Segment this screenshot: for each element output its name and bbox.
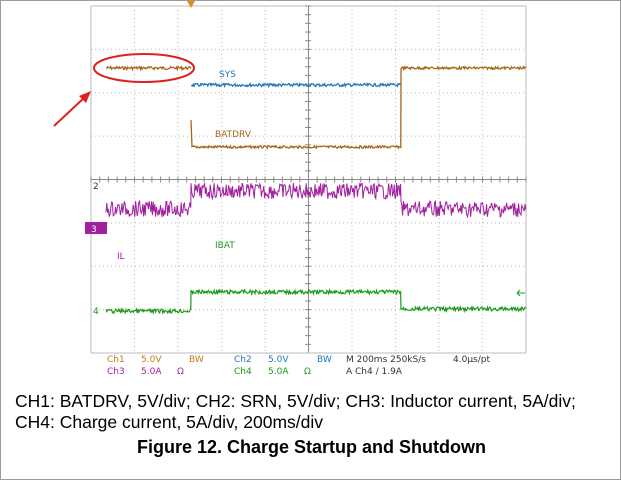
status-text: M 200ms 250kS/s <box>346 355 426 365</box>
status-text: Ω <box>304 367 311 377</box>
waveform <box>105 288 527 315</box>
waveform <box>105 182 527 219</box>
status-text: 5.0A <box>268 367 289 377</box>
status-text: 5.0V <box>141 355 162 365</box>
status-text: Ch3 <box>107 367 125 377</box>
waveforms <box>105 64 527 315</box>
waveform <box>190 64 527 150</box>
arrow <box>53 96 86 127</box>
trace-label: IL <box>117 252 125 262</box>
trigger-marker <box>187 1 195 8</box>
status-text: BW <box>189 355 204 365</box>
status-text: 5.0A <box>141 367 162 377</box>
channel-marker-box <box>85 222 107 234</box>
status-text: A Ch4 ∕ 1.9A <box>346 367 403 377</box>
grid <box>90 5 527 354</box>
waveform <box>190 81 401 89</box>
trace-label: SYS <box>219 70 236 80</box>
status-text: Ch2 <box>234 355 252 365</box>
caption: CH1: BATDRV, 5V/div; CH2: SRN, 5V/div; C… <box>15 391 576 432</box>
status-text: Ch1 <box>107 355 125 365</box>
trace-label: BATDRV <box>215 130 252 140</box>
figure-title: Figure 12. Charge Startup and Shutdown <box>136 437 487 457</box>
status-text: Ch4 <box>234 367 252 377</box>
channel-marker: 2 <box>93 182 99 192</box>
highlight-ellipse <box>93 53 195 83</box>
channel-marker: 4 <box>93 307 99 317</box>
status-text: BW <box>317 355 332 365</box>
channel-marker: 3 <box>91 225 97 235</box>
status-text: Ω <box>177 367 184 377</box>
status-bar: Ch1 5.0V BW Ch2 5.0V BW M 200ms 250kS/s 4.0µs/p… <box>107 355 490 377</box>
status-text: 5.0V <box>268 355 289 365</box>
status-text: 4.0µs/pt <box>453 355 490 365</box>
scope-screen: SYS BATDRV IBAT IL 2 3 4 Ch1 5.0V BW Ch2 5.0… <box>53 1 527 377</box>
trace-label: IBAT <box>215 241 235 251</box>
trigger-level <box>516 289 525 297</box>
waveform <box>105 65 192 72</box>
arrow-head <box>79 91 91 103</box>
